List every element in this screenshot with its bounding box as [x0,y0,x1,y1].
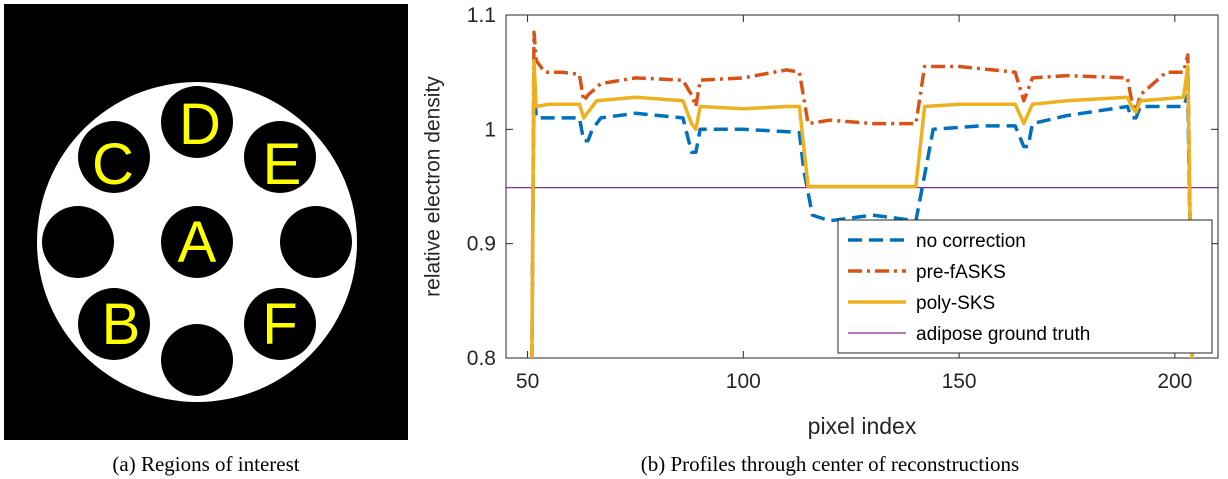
y-tick-label: 1.1 [467,4,496,27]
roi-label-d: D [179,92,221,157]
phantom-image: A D C E B F [4,4,408,440]
x-axis-label: pixel index [808,413,917,439]
insert-f [244,288,316,360]
x-tick-label: 150 [942,370,977,393]
legend-label: pre-fASKS [916,262,1006,283]
y-tick-label: 0.9 [467,233,496,256]
y-tick-label: 0.8 [467,347,496,370]
roi-label-e: E [263,132,302,197]
roi-label-b: B [102,292,141,357]
insert-c [78,121,150,193]
insert-bottom [161,324,233,396]
legend: no correction pre-fASKS poly-SKS adipose gr… [837,219,1213,354]
insert-e [244,121,316,193]
insert-a [161,206,233,278]
caption-b: (b) Profiles through center of reconstru… [640,452,1020,476]
series-line-no-correction [530,70,1194,358]
y-axis-label: relative electron density [422,76,445,297]
insert-d [161,86,233,158]
insert-right [280,206,352,278]
legend-label: adipose ground truth [916,324,1090,345]
roi-label-f: F [262,292,297,357]
x-tick-label: 100 [726,370,761,393]
x-tick-label: 50 [516,370,539,393]
caption-a: (a) Regions of interest [112,452,300,476]
insert-left [42,206,114,278]
x-tick-label: 200 [1157,370,1192,393]
roi-label-a: A [178,210,217,275]
legend-box [837,219,1213,354]
roi-label-c: C [92,132,134,197]
legend-label: poly-SKS [916,293,995,314]
insert-b [78,288,150,360]
series-line-poly-sks [530,58,1194,358]
legend-label: no correction [916,231,1026,252]
y-tick-label: 1 [484,118,496,141]
profile-chart: 50 100 150 200 0.8 0.9 1 1.1 pixel index relati… [422,4,1219,439]
